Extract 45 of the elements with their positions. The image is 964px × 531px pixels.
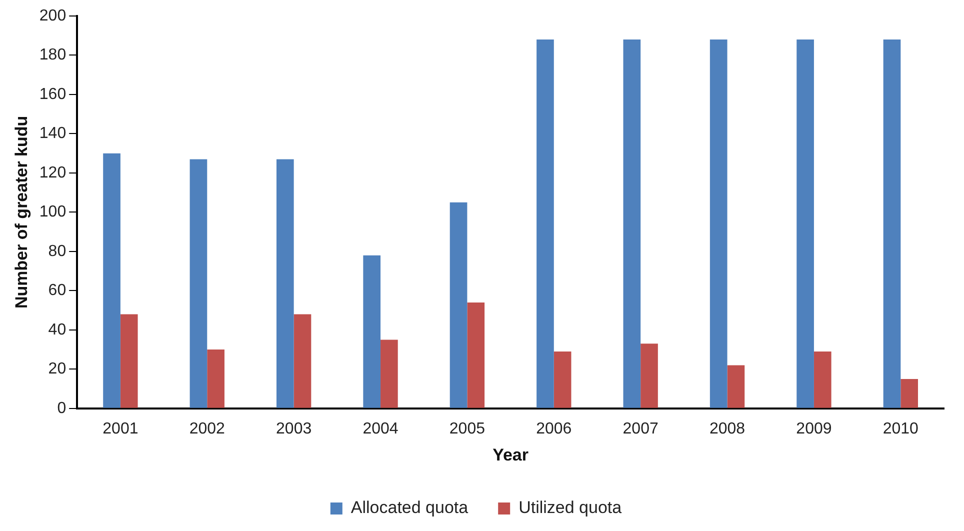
bar — [467, 302, 485, 408]
bar — [450, 202, 468, 408]
y-tick-label: 0 — [57, 400, 66, 417]
bar — [623, 40, 641, 408]
bar — [814, 352, 832, 408]
x-tick-label: 2003 — [276, 420, 312, 438]
bar — [536, 40, 554, 408]
bar — [380, 340, 398, 408]
x-tick-label: 2009 — [796, 420, 832, 438]
y-tick-label: 100 — [39, 204, 66, 221]
y-tick-label: 120 — [39, 164, 66, 182]
y-axis-title: Number of greater kudu — [12, 116, 31, 309]
bar — [363, 255, 381, 408]
x-tick-label: 2002 — [189, 420, 226, 438]
x-tick-label: 2007 — [622, 420, 658, 438]
bar — [190, 159, 208, 408]
bar — [727, 365, 745, 408]
x-tick-label: 2010 — [882, 420, 919, 438]
bar — [900, 378, 918, 408]
bar — [207, 350, 224, 408]
bar — [294, 314, 312, 408]
x-tick-label: 2005 — [449, 420, 486, 438]
x-tick-label: 2004 — [362, 420, 398, 438]
x-tick-label: 2008 — [709, 420, 746, 438]
y-tick-label: 160 — [39, 86, 66, 103]
bar — [710, 40, 728, 408]
y-tick-label: 140 — [39, 125, 66, 142]
y-tick-label: 180 — [39, 46, 66, 64]
x-axis-title: Year — [492, 445, 529, 464]
bar — [120, 314, 138, 408]
bar — [103, 153, 120, 408]
bar — [554, 352, 572, 408]
y-tick-label: 200 — [39, 7, 66, 24]
bar — [883, 40, 901, 408]
bar — [276, 159, 294, 408]
y-tick-label: 40 — [48, 321, 66, 338]
y-tick-label: 80 — [48, 242, 66, 260]
legend-label: Allocated quota — [350, 498, 469, 518]
bar — [796, 40, 814, 408]
y-tick-label: 20 — [48, 360, 66, 378]
bar — [640, 344, 658, 408]
y-tick-label: 60 — [48, 282, 66, 300]
x-tick-label: 2006 — [536, 420, 572, 438]
x-tick-label: 2001 — [102, 420, 138, 438]
legend-label: Utilized quota — [518, 498, 622, 518]
